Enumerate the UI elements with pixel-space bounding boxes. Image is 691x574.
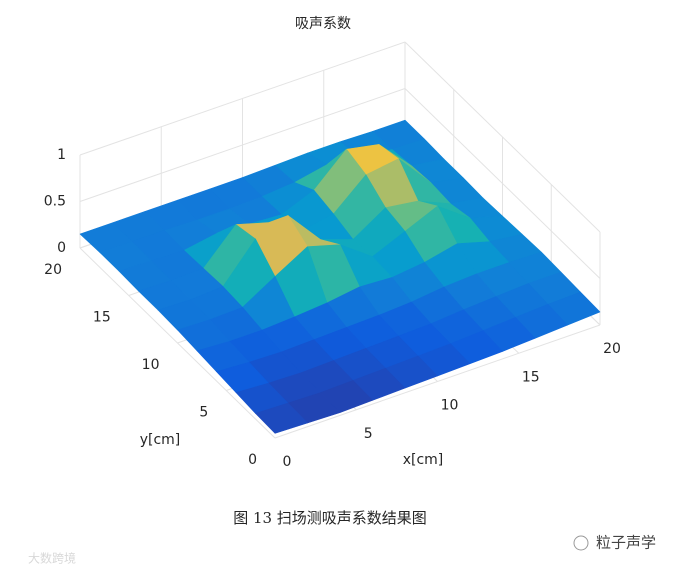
grid-line: [404, 88, 601, 279]
chart-title: 吸声系数: [295, 16, 351, 32]
x-tick-label: 5: [364, 426, 373, 442]
z-tick-label: 0.5: [44, 194, 66, 210]
x-tick-label: 20: [603, 341, 621, 357]
x-tick-label: 0: [283, 454, 292, 470]
grid-line: [79, 88, 406, 202]
y-axis-label: y[cm]: [140, 432, 181, 448]
x-tick-label: 15: [522, 369, 540, 385]
watermark: 大数跨境: [28, 551, 76, 566]
watermark: 粒子声学: [596, 534, 656, 552]
caption: 图 13 扫场测吸声系数结果图: [233, 509, 427, 527]
y-tick-label: 5: [199, 405, 208, 421]
surface-patch: [255, 402, 308, 434]
grid-line: [404, 41, 601, 233]
y-tick-label: 10: [142, 357, 160, 373]
watermark-icon: [573, 535, 589, 551]
y-tick-label: 0: [248, 452, 257, 468]
x-axis-label: x[cm]: [403, 452, 444, 468]
y-tick-label: 20: [44, 262, 62, 278]
y-tick-label: 15: [93, 310, 111, 326]
grid-line: [79, 41, 406, 156]
grid-line: [274, 324, 601, 439]
z-tick-label: 1: [57, 147, 66, 163]
x-tick-label: 10: [441, 398, 459, 414]
z-tick-label: 0: [57, 240, 66, 256]
